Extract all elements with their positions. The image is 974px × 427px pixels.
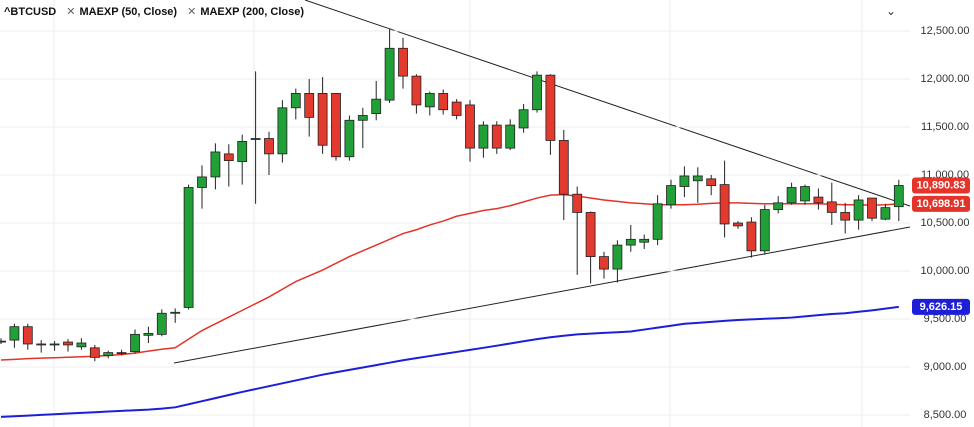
candle-body xyxy=(130,333,140,353)
candle-body xyxy=(545,74,556,141)
candle-body xyxy=(156,312,167,335)
candle-body xyxy=(398,47,408,77)
y-tick-label: 9,000.00 xyxy=(924,361,967,373)
candle-body xyxy=(250,138,261,140)
candle-body xyxy=(89,347,100,358)
candle-body xyxy=(0,340,6,343)
chart-title: ^BTCUSD xyxy=(4,5,57,18)
y-tick-label: 12,500.00 xyxy=(921,25,970,37)
candle-body xyxy=(759,209,770,252)
candle-body xyxy=(478,124,489,149)
candle-body xyxy=(317,93,328,146)
candle-body xyxy=(143,333,154,336)
trend-line xyxy=(173,226,911,364)
candle-body xyxy=(786,187,797,204)
candle-body xyxy=(893,185,904,208)
candle-body xyxy=(183,187,194,308)
price-label: 10,698.91 xyxy=(917,198,966,210)
legend-label: MAEXP (50, Close) xyxy=(79,6,178,18)
candle-body xyxy=(277,107,288,155)
price-label-box xyxy=(912,298,970,315)
y-tick-label: 10,000.00 xyxy=(921,265,970,277)
ma-line xyxy=(0,193,899,361)
candle-body xyxy=(76,342,87,348)
candle-body xyxy=(384,47,395,101)
candle-body xyxy=(746,221,757,252)
candle-body xyxy=(116,352,127,355)
candle-body xyxy=(572,193,583,213)
trend-line xyxy=(304,0,911,207)
y-tick-label: 9,500.00 xyxy=(924,313,967,325)
candle-body xyxy=(331,93,341,158)
candle-body xyxy=(22,326,33,345)
collapse-chevron[interactable]: ⌄ xyxy=(886,4,897,18)
candle-body xyxy=(438,93,449,111)
candle-body xyxy=(599,256,609,270)
candle-body xyxy=(36,343,47,346)
candle-body xyxy=(49,343,60,346)
candle-body xyxy=(451,101,462,116)
candle-body xyxy=(692,175,703,182)
candle-body xyxy=(264,138,274,155)
candle-body xyxy=(197,176,207,188)
candle-body xyxy=(371,98,382,114)
y-tick-label: 8,500.00 xyxy=(924,409,967,421)
candle-body xyxy=(639,238,650,243)
price-label: 9,626.15 xyxy=(920,301,963,313)
candle-body xyxy=(465,104,475,149)
candle-body xyxy=(733,222,743,227)
candle-body xyxy=(585,212,596,258)
candle-body xyxy=(170,311,181,314)
ma-line xyxy=(0,305,899,418)
legend-item: ✕ MAEXP (200, Close) xyxy=(187,5,304,18)
candle-body xyxy=(880,207,891,220)
candle-body xyxy=(706,178,717,186)
candle-body xyxy=(304,93,315,118)
candle-body xyxy=(679,175,690,187)
candle-body xyxy=(290,93,301,109)
candle-body xyxy=(237,141,248,162)
remove-icon[interactable]: ✕ xyxy=(187,6,197,18)
remove-icon[interactable]: ✕ xyxy=(66,6,76,18)
candle-body xyxy=(63,341,73,346)
candle-body xyxy=(103,352,114,356)
candle-body xyxy=(773,202,784,210)
candle-body xyxy=(9,326,20,341)
legend: ^BTCUSD ✕ MAEXP (50, Close) ✕ MAEXP (200, … xyxy=(4,5,304,19)
candle-body xyxy=(532,74,542,111)
candle-body xyxy=(853,199,864,221)
candle-body xyxy=(491,124,502,149)
candle-body xyxy=(344,119,355,158)
candle-body xyxy=(813,196,824,204)
candle-body xyxy=(840,212,851,221)
candle-body xyxy=(666,185,676,206)
candle-body xyxy=(612,244,623,270)
legend-label: MAEXP (200, Close) xyxy=(200,6,305,18)
price-label-box xyxy=(912,195,970,212)
price-label-box xyxy=(912,177,970,194)
candle-body xyxy=(518,109,529,129)
candle-body xyxy=(800,186,810,202)
candle-body xyxy=(719,184,730,225)
candle-body xyxy=(357,115,368,121)
candle-body xyxy=(424,93,435,108)
y-tick-label: 12,000.00 xyxy=(921,73,970,85)
candle-body xyxy=(826,201,837,213)
candle-body xyxy=(223,153,234,162)
y-tick-label: 10,500.00 xyxy=(921,217,970,229)
candle-body xyxy=(558,140,569,195)
legend-item: ✕ MAEXP (50, Close) xyxy=(66,5,177,18)
candle-body xyxy=(625,238,636,246)
candle-body xyxy=(652,203,663,240)
candle-body xyxy=(867,197,877,219)
candle-body xyxy=(411,75,422,106)
candle-body xyxy=(505,124,516,149)
price-label: 10,890.83 xyxy=(917,179,966,191)
candle-body xyxy=(210,151,221,178)
y-tick-label: 11,500.00 xyxy=(921,121,969,133)
